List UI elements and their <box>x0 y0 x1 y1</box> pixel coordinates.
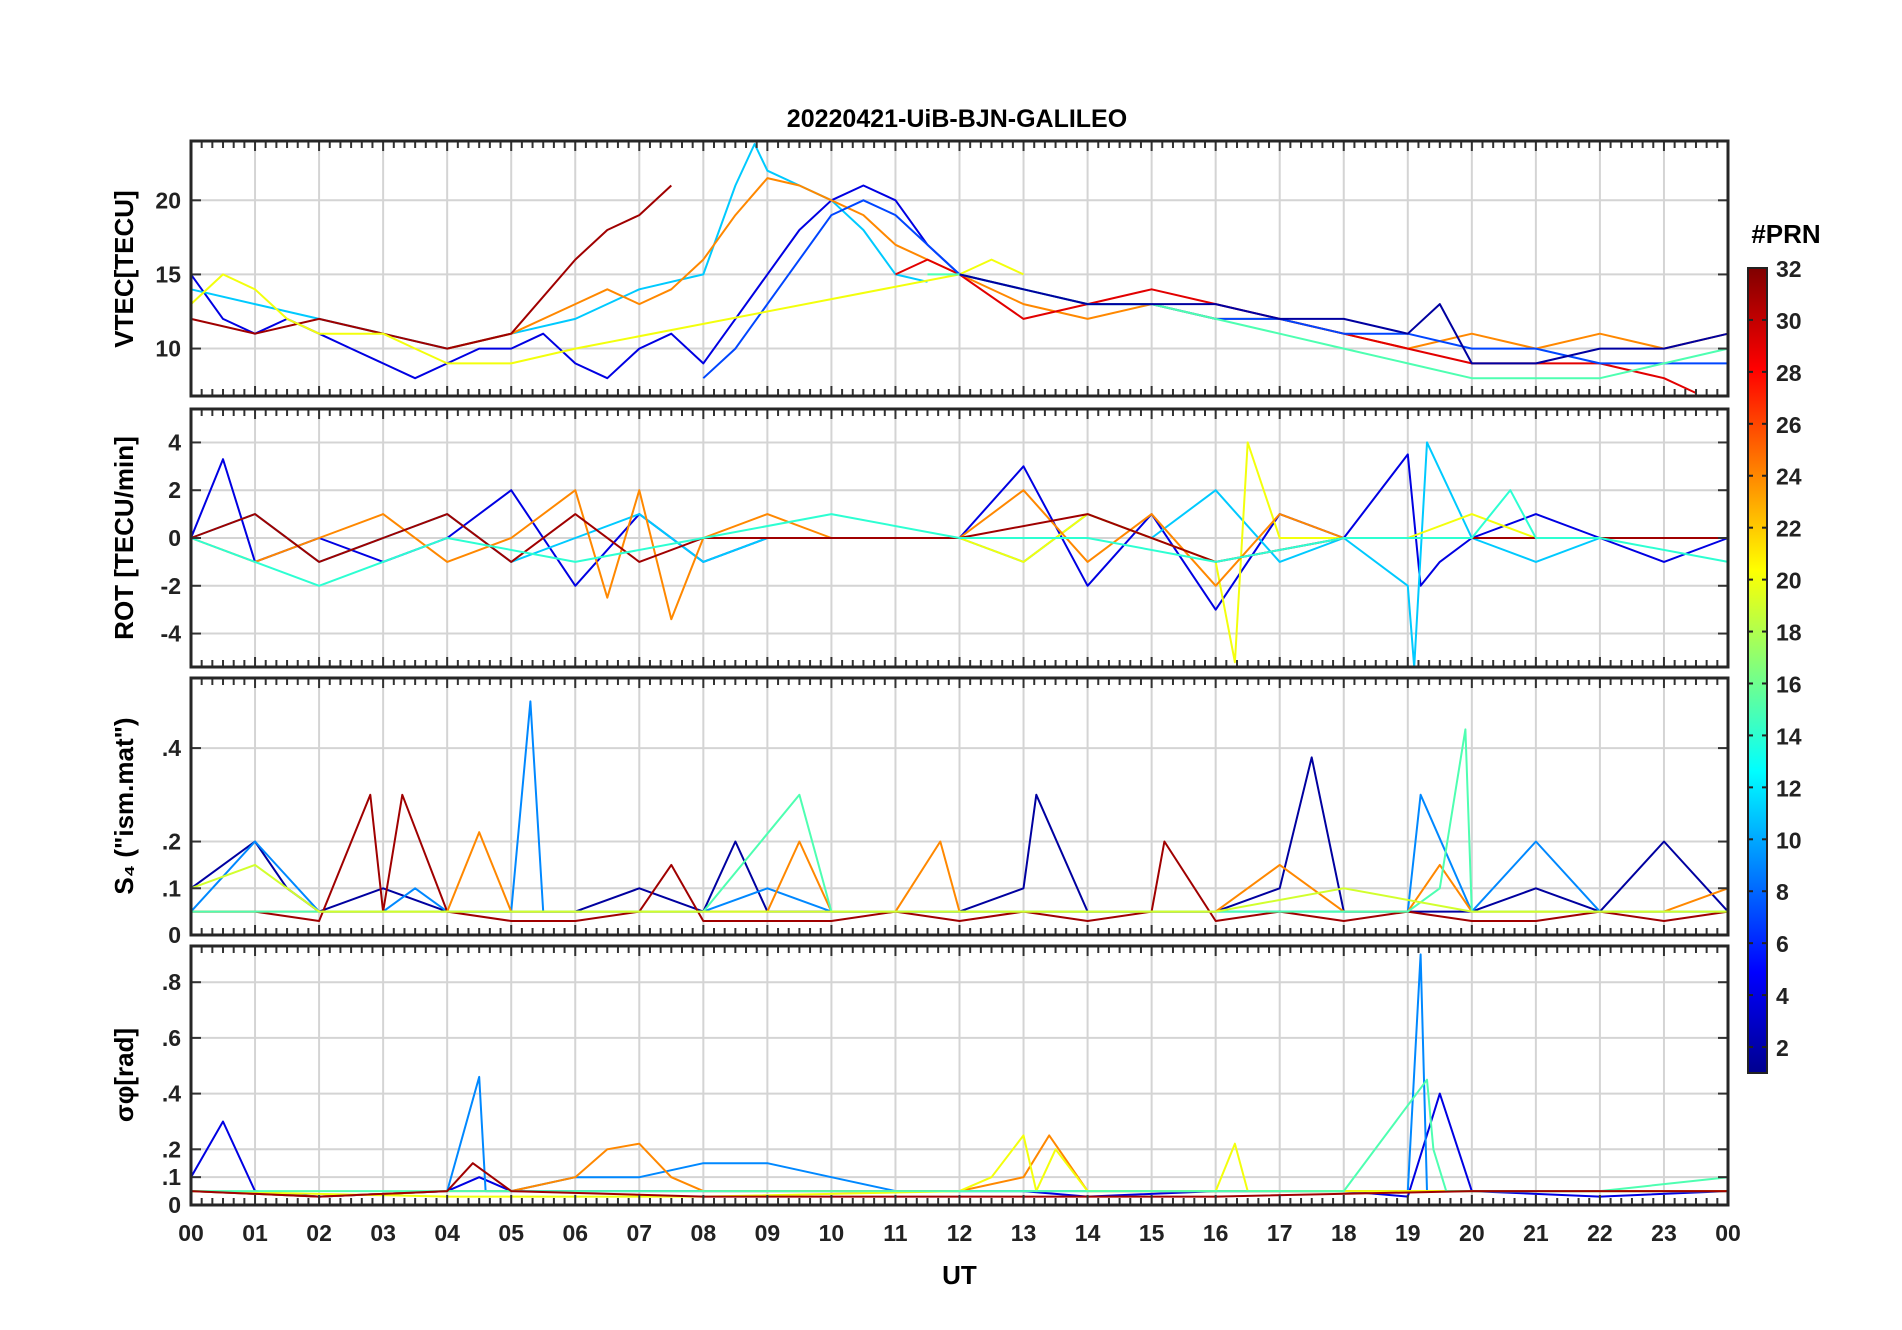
y-tick-label: 20 <box>155 187 181 213</box>
x-tick-label: 17 <box>1267 1220 1293 1246</box>
colorbar-tick-label: 24 <box>1776 464 1802 490</box>
panel-rot: -4 -2 0 2 4 ROT [TECU/min] <box>109 407 1730 669</box>
x-tick-label: 19 <box>1395 1220 1421 1246</box>
figure-title: 20220421-UiB-BJN-GALILEO <box>787 105 1127 133</box>
axes-frame <box>189 944 1730 1207</box>
colorbar-tick-label: 6 <box>1776 931 1789 957</box>
series-group <box>190 700 1729 922</box>
colorbar-tick-label: 18 <box>1776 620 1802 646</box>
series-group <box>190 441 1729 668</box>
x-tick-label: 18 <box>1331 1220 1357 1246</box>
y-axis-label: VTEC[TECU] <box>109 190 139 347</box>
colorbar-tick-label: 16 <box>1776 671 1802 697</box>
colorbar-tick-label: 4 <box>1776 983 1789 1009</box>
series-group <box>190 143 1729 394</box>
x-tick-label: 07 <box>626 1220 652 1246</box>
series-line-prn-31 <box>190 1162 1728 1198</box>
y-tick-label: -4 <box>161 621 182 647</box>
colorbar-tick-label: 2 <box>1776 1035 1789 1061</box>
x-tick-label: 03 <box>370 1220 396 1246</box>
y-tick-label: .2 <box>162 829 181 855</box>
colorbar-tick-label: 8 <box>1776 879 1789 905</box>
x-tick-label: 10 <box>819 1220 845 1246</box>
axes-frame <box>189 407 1730 669</box>
colorbar-tick-label: 22 <box>1776 516 1802 542</box>
axes-frame <box>189 676 1730 937</box>
y-tick-label: 10 <box>155 336 181 362</box>
x-tick-label: 06 <box>562 1220 588 1246</box>
y-tick-label: 4 <box>168 429 181 455</box>
y-tick-label: 0 <box>168 922 181 948</box>
series-group <box>190 953 1729 1198</box>
x-tick-label: 21 <box>1523 1220 1549 1246</box>
y-tick-label: 0 <box>168 1192 181 1218</box>
x-tick-label: 08 <box>691 1220 717 1246</box>
x-tick-label: 23 <box>1651 1220 1677 1246</box>
series-line-prn-9 <box>190 953 1728 1198</box>
x-tick-label: 15 <box>1139 1220 1165 1246</box>
y-axis-label: S₄ ("ism.mat") <box>109 717 139 894</box>
y-axis-label: σφ[rad] <box>109 1028 139 1122</box>
panel-vtec: 10 15 20 VTEC[TECU] <box>109 139 1730 398</box>
x-tick-label: 05 <box>498 1220 524 1246</box>
series-line-prn-24 <box>191 831 1729 913</box>
y-tick-label: .2 <box>162 1136 181 1162</box>
colorbar-tick-label: 26 <box>1776 412 1802 438</box>
colorbar-tick-label: 20 <box>1776 568 1802 594</box>
colorbar-gradient <box>1747 267 1768 1074</box>
x-tick-label: 02 <box>306 1220 332 1246</box>
colorbar-tick-label: 30 <box>1776 308 1802 334</box>
y-tick-label: .6 <box>162 1025 181 1051</box>
x-axis-label: UT <box>942 1260 977 1290</box>
axes-frame <box>189 139 1730 398</box>
x-tick-label: 09 <box>755 1220 781 1246</box>
colorbar-tick-label: 28 <box>1776 360 1802 386</box>
y-tick-label: 15 <box>155 261 181 287</box>
y-tick-label: .4 <box>162 735 181 761</box>
colorbar-tick-label: 32 <box>1776 256 1802 282</box>
y-tick-label: .1 <box>162 1164 181 1190</box>
x-tick-label: 04 <box>434 1220 460 1246</box>
panel-sigma: 0.1.2 .4 .6 .8 σφ[rad] 00 01 02 03 04 05 06 07 08 09 10… <box>109 944 1741 1290</box>
x-tick-label: 14 <box>1075 1220 1101 1246</box>
colorbar-tick-label: 12 <box>1776 775 1802 801</box>
colorbar-tick-label: 10 <box>1776 827 1802 853</box>
series-line-prn-2 <box>959 273 1729 365</box>
x-tick-label: 00 <box>178 1220 204 1246</box>
colorbar-tick-label: 14 <box>1776 723 1802 749</box>
y-tick-label: 0 <box>168 525 181 551</box>
x-tick-label: 16 <box>1203 1220 1229 1246</box>
colorbar-label: #PRN <box>1751 219 1820 249</box>
series-line-prn-14 <box>190 489 1729 587</box>
panel-s4: 0 .1 .2 .4 S₄ ("ism.mat") <box>109 676 1730 948</box>
x-tick-label: 22 <box>1587 1220 1613 1246</box>
x-tick-label: 12 <box>947 1220 973 1246</box>
x-tick-label: 00 <box>1715 1220 1741 1246</box>
y-tick-label: .4 <box>162 1081 181 1107</box>
x-tick-label: 13 <box>1011 1220 1037 1246</box>
x-tick-label: 20 <box>1459 1220 1485 1246</box>
y-tick-label: .8 <box>162 969 181 995</box>
y-tick-label: .1 <box>162 875 181 901</box>
y-tick-label: -2 <box>161 573 181 599</box>
series-line-prn-31 <box>190 184 672 350</box>
x-tick-label: 01 <box>242 1220 268 1246</box>
y-tick-label: 2 <box>168 477 181 503</box>
x-tick-label: 11 <box>883 1220 908 1246</box>
y-axis-label: ROT [TECU/min] <box>109 436 139 640</box>
series-line-prn-19 <box>190 863 1728 913</box>
